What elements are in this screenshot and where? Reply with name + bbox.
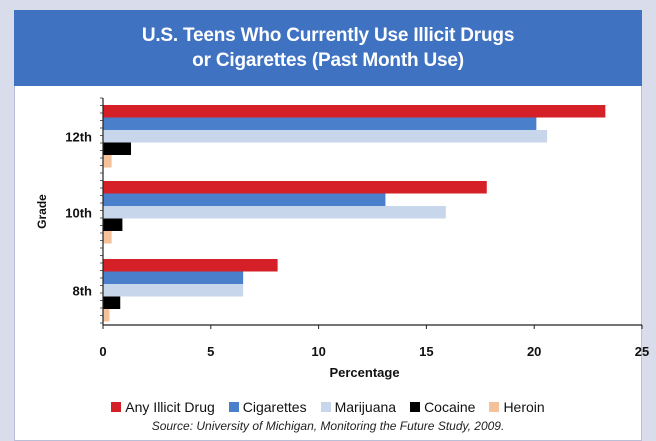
bar-any-illicit-drug-10th [103,181,487,194]
legend-label: Marijuana [334,399,397,415]
chart-title: U.S. Teens Who Currently Use Illicit Dru… [14,10,642,86]
legend-item: Cigarettes [228,399,307,415]
bar-marijuana-10th [103,206,446,219]
bar-heroin-12th [103,155,112,168]
legend-item: Heroin [489,399,545,415]
legend-swatch [410,402,421,412]
bar-heroin-8th [103,309,110,322]
bar-cigarettes-8th [103,271,244,284]
y-axis-title: Grade [35,194,49,229]
bar-marijuana-12th [103,130,548,143]
bar-marijuana-8th [103,284,244,297]
chart-title-line-2: or Cigarettes (Past Month Use) [192,50,464,71]
x-axis-title: Percentage [329,365,399,380]
legend-swatch [489,402,500,412]
x-tick-label: 5 [207,344,214,359]
x-tick-label: 15 [419,344,433,359]
bar-cigarettes-10th [103,193,386,206]
x-tick-label: 25 [635,344,649,359]
legend-item: Any Illicit Drug [111,399,215,415]
bar-cocaine-8th [103,296,121,309]
legend-swatch [228,402,239,412]
bar-chart: 12th 10th 8th 0 5 10 15 20 25 Percentage Grade [35,97,649,380]
y-tick-label: 12th [65,129,92,144]
legend-label: Heroin [503,399,545,415]
x-tick-label: 0 [99,344,106,359]
chart-legend: Any Illicit Drug Cigarettes Marijuana Cocai… [0,397,656,417]
chart-source: Source: University of Michigan, Monitori… [151,419,505,433]
bar-any-illicit-drug-8th [103,259,278,272]
bar-cigarettes-12th [103,117,537,130]
bar-heroin-10th [103,231,112,244]
x-tick-label: 10 [311,344,325,359]
chart-title-line-1: U.S. Teens Who Currently Use Illicit Dru… [141,25,515,46]
legend-item: Cocaine [410,399,475,415]
y-tick-label: 10th [65,205,92,220]
x-tick-label: 20 [527,344,541,359]
bar-any-illicit-drug-12th [103,105,606,118]
bar-cocaine-12th [103,142,132,155]
legend-swatch [111,402,122,412]
legend-label: Any Illicit Drug [125,399,215,415]
y-tick-label: 8th [73,283,93,298]
bar-cocaine-10th [103,218,123,231]
legend-label: Cigarettes [242,399,307,415]
legend-label: Cocaine [424,399,476,415]
legend-swatch [320,402,331,412]
legend-item: Marijuana [320,399,397,415]
